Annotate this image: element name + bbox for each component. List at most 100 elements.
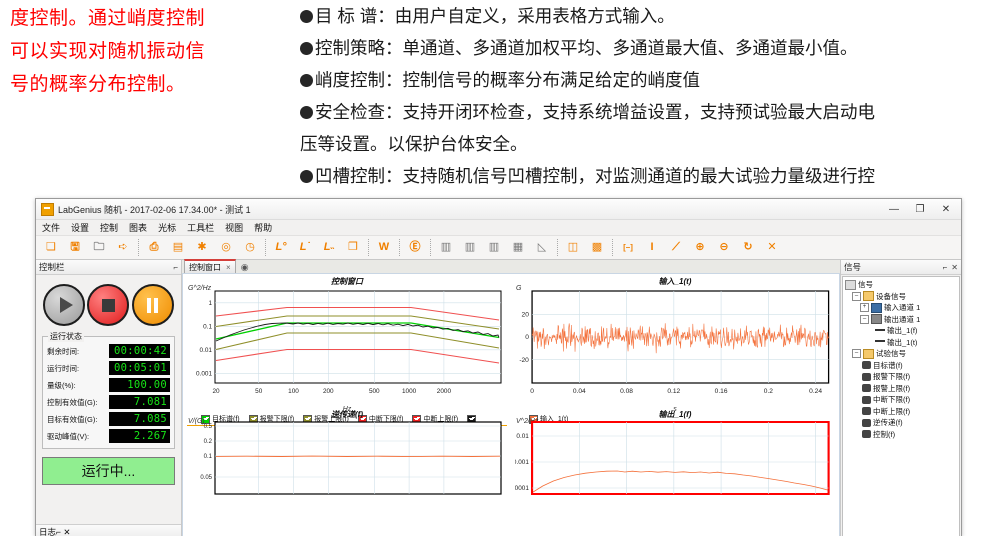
close-icon[interactable]: ✕ <box>951 263 958 272</box>
menu-chart[interactable]: 图表 <box>128 221 148 234</box>
tree-item-alarm-high[interactable]: 报警上限(f) <box>845 383 959 395</box>
cursor-slope-icon[interactable]: ⟋ <box>665 237 687 258</box>
level-mid-icon[interactable]: L˙ <box>294 237 316 258</box>
word-report-icon[interactable]: W <box>373 237 395 258</box>
status-row-elapsed-time: 运行时间: 00:05:01 <box>47 361 170 375</box>
svg-text:0.1: 0.1 <box>204 454 213 460</box>
tree-item-output-1-f[interactable]: 输出_1(f) <box>845 325 959 337</box>
print-icon[interactable]: ⎙ <box>143 237 165 258</box>
tree-item-label: 输出_1(t) <box>887 337 917 349</box>
cursor-horizontal-icon[interactable]: [–] <box>617 237 639 258</box>
bar-chart-icon[interactable]: ▥ <box>435 237 457 258</box>
chart-grid: G^2/Hz 控制窗口 <box>183 274 839 536</box>
tree-item-abort-high[interactable]: 中断上限(f) <box>845 406 959 418</box>
tab-close-icon[interactable]: × <box>226 263 231 272</box>
zoom-in-icon[interactable]: ⊕ <box>689 237 711 258</box>
level-up-icon[interactable]: L° <box>270 237 292 258</box>
chart-input-1-time[interactable]: G 输入_1(t) <box>511 274 839 407</box>
menu-file[interactable]: 文件 <box>41 221 61 234</box>
refresh-icon[interactable]: ↻ <box>737 237 759 258</box>
svg-text:1: 1 <box>208 300 212 307</box>
tab-control-window[interactable]: 控制窗口 × <box>184 259 236 273</box>
run-button[interactable] <box>43 284 85 326</box>
svg-text:-20: -20 <box>519 357 529 364</box>
maximize-button[interactable]: ❐ <box>907 200 933 218</box>
toolbar-separator <box>557 239 558 256</box>
pause-button[interactable] <box>132 284 174 326</box>
layout-grid-icon[interactable]: ▩ <box>586 237 608 258</box>
bullet-head: 安全检查： <box>315 102 403 122</box>
tree-item-inverse-transfer[interactable]: 逆传递(f) <box>845 417 959 429</box>
tab-label: 控制窗口 <box>189 262 221 273</box>
pin-icon[interactable]: ⌐ <box>943 263 948 272</box>
bullet-dot-icon <box>300 74 313 87</box>
control-window-plot: 1 0.1 0.01 0.001 20 50 <box>187 287 507 405</box>
tree-item-test-signals[interactable]: – 试验信号 <box>845 348 959 360</box>
wave-icon <box>862 407 871 415</box>
reset-zoom-icon[interactable]: ✕ <box>761 237 783 258</box>
line-chart-icon[interactable]: ◺ <box>531 237 553 258</box>
cursor-vertical-icon[interactable]: I <box>641 237 663 258</box>
bar-chart-2-icon[interactable]: ▥ <box>459 237 481 258</box>
expander-icon[interactable]: – <box>860 315 869 324</box>
save-icon[interactable]: 🖫 <box>64 237 86 258</box>
drive-transfer-plot: 0.5 0.2 0.1 0.05 <box>187 420 507 495</box>
new-file-icon[interactable]: ❏ <box>40 237 62 258</box>
table-chart-icon[interactable]: ▦ <box>507 237 529 258</box>
open-folder-icon[interactable]: 🗀 <box>88 237 110 258</box>
layout-split-icon[interactable]: ◫ <box>562 237 584 258</box>
tab-overview-icon[interactable]: ◉ <box>238 261 252 273</box>
svg-text:0.12: 0.12 <box>667 388 680 395</box>
tree-item-control[interactable]: 控制(f) <box>845 429 959 441</box>
bullet-head: 目 标 谱： <box>315 6 395 26</box>
minimize-button[interactable]: — <box>881 200 907 218</box>
settings-gear-icon[interactable]: ✱ <box>191 237 213 258</box>
report-icon[interactable]: ▤ <box>167 237 189 258</box>
expander-icon[interactable]: – <box>852 292 861 301</box>
copy-signal-icon[interactable]: ❐ <box>342 237 364 258</box>
zoom-out-icon[interactable]: ⊖ <box>713 237 735 258</box>
field-value: 7.081 <box>109 395 170 409</box>
chart-drive-transfer[interactable]: V/(G) 逆传递(f) <box>183 407 511 536</box>
field-value: 00:05:01 <box>109 361 170 375</box>
expander-icon[interactable]: + <box>860 303 869 312</box>
svg-text:0.001: 0.001 <box>196 371 212 378</box>
expander-icon[interactable]: – <box>852 349 861 358</box>
spectrum-icon[interactable]: ◎ <box>215 237 237 258</box>
tree-item-label: 报警上限(f) <box>873 383 910 395</box>
close-button[interactable]: ✕ <box>933 200 959 218</box>
sigma-icon[interactable]: Ⓔ <box>404 237 426 258</box>
plot-area: 0.5 0.2 0.1 0.05 <box>187 420 507 497</box>
tree-item-label: 报警下限(f) <box>873 371 910 383</box>
tree-item-output-channel-1[interactable]: – 输出通道 1 <box>845 314 959 326</box>
bar-chart-3-icon[interactable]: ▥ <box>483 237 505 258</box>
menu-toolbar[interactable]: 工具栏 <box>186 221 215 234</box>
menu-settings[interactable]: 设置 <box>70 221 90 234</box>
stop-button[interactable] <box>87 284 129 326</box>
level-down-icon[interactable]: L˵ <box>318 237 340 258</box>
clock-icon[interactable]: ◷ <box>239 237 261 258</box>
signal-panel-buttons: ⌐ ✕ <box>943 263 958 272</box>
tree-item-output-1-t[interactable]: 输出_1(t) <box>845 337 959 349</box>
menu-help[interactable]: 帮助 <box>253 221 273 234</box>
tree-item-abort-low[interactable]: 中断下限(f) <box>845 394 959 406</box>
wave-icon <box>862 384 871 392</box>
chart-input-1-spectrum[interactable]: V^2/Hz 输出_1(f) <box>511 407 839 536</box>
tree-item-target-spectrum[interactable]: 目标谱(f) <box>845 360 959 372</box>
svg-text:0.08: 0.08 <box>620 388 633 395</box>
tree-item-alarm-low[interactable]: 报警下限(f) <box>845 371 959 383</box>
tree-item-device-signals[interactable]: – 设备信号 <box>845 291 959 303</box>
tree-item-root[interactable]: 信号 <box>845 279 959 291</box>
tree-item-label: 输入通道 1 <box>884 302 920 314</box>
menu-cursor[interactable]: 光标 <box>157 221 177 234</box>
pin-icon[interactable]: ⌐ <box>173 263 178 272</box>
export-icon[interactable]: ➪ <box>112 237 134 258</box>
tree-item-input-channel-1[interactable]: + 输入通道 1 <box>845 302 959 314</box>
svg-text:50: 50 <box>255 388 263 395</box>
menu-control[interactable]: 控制 <box>99 221 119 234</box>
menu-view[interactable]: 视图 <box>224 221 244 234</box>
chart-control-window[interactable]: G^2/Hz 控制窗口 <box>183 274 511 407</box>
main-body: 控制栏 ⌐ 运行状态 剩余时间: 00:00:42 <box>36 260 961 536</box>
chart-workspace: 控制窗口 × ◉ G^2/Hz 控制窗口 <box>182 260 840 536</box>
tree-item-label: 目标谱(f) <box>873 360 903 372</box>
